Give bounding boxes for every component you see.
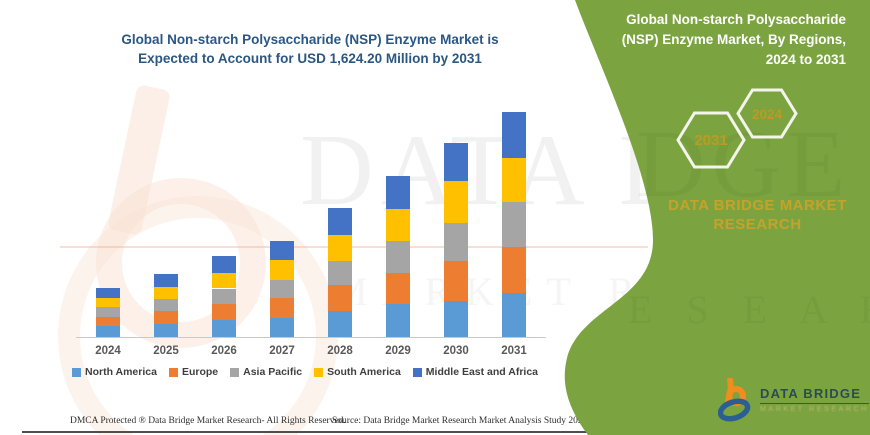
bar-segment-asia-pacific-2030 — [444, 222, 468, 262]
panel-title: Global Non-starch Polysaccharide (NSP) E… — [596, 10, 846, 70]
x-axis-label-2029: 2029 — [385, 345, 411, 357]
legend-item-europe: Europe — [168, 366, 219, 378]
year-hexagons: 2031 2024 — [676, 88, 798, 169]
bar-segment-south-america-2025 — [154, 287, 178, 300]
data-bridge-logo-icon — [718, 378, 751, 422]
bar-segment-asia-pacific-2031 — [502, 201, 526, 247]
bar-segment-middle-east-and-africa-2029 — [386, 176, 410, 209]
legend-label-middle-east-and-africa: Middle East and Africa — [425, 366, 539, 378]
source-note: Source: Data Bridge Market Research Mark… — [332, 416, 588, 426]
bar-segment-middle-east-and-africa-2031 — [502, 112, 526, 158]
bar-segment-asia-pacific-2028 — [328, 260, 352, 286]
panel-title-line2: (NSP) Enzyme Market, By Regions, — [621, 32, 846, 47]
dmca-notice: DMCA Protected ® Data Bridge Market Rese… — [70, 416, 346, 426]
bar-segment-north-america-2030 — [444, 300, 468, 337]
chart-title-line1: Global Non-starch Polysaccharide (NSP) E… — [121, 32, 499, 47]
legend-label-asia-pacific: Asia Pacific — [243, 366, 303, 378]
chart-legend: North America Europe Asia Pacific South Ame… — [58, 366, 552, 378]
legend-item-asia-pacific: Asia Pacific — [230, 366, 302, 378]
bar-segment-asia-pacific-2029 — [386, 240, 410, 273]
bar-segment-asia-pacific-2024 — [96, 307, 120, 317]
hexagon-2024-label: 2024 — [752, 107, 783, 122]
x-axis-label-2030: 2030 — [443, 345, 469, 357]
bar-segment-middle-east-and-africa-2024 — [96, 288, 120, 299]
bar-segment-north-america-2028 — [328, 310, 352, 337]
panel-title-line1: Global Non-starch Polysaccharide — [626, 12, 846, 27]
legend-item-south-america: South America — [314, 366, 401, 378]
bar-segment-south-america-2029 — [386, 208, 410, 241]
logo-text-block: DATA BRIDGE MARKET RESEARCH — [760, 386, 869, 413]
legend-swatch-asia-pacific — [230, 367, 240, 377]
legend-label-europe: Europe — [181, 366, 219, 378]
brand-line2: RESEARCH — [713, 216, 802, 233]
bar-segment-north-america-2024 — [96, 326, 120, 337]
chart-title-line2: Expected to Account for USD 1,624.20 Mil… — [138, 51, 482, 66]
panel-title-line3: 2024 to 2031 — [765, 52, 846, 67]
x-axis-line — [76, 337, 546, 338]
bar-segment-middle-east-and-africa-2028 — [328, 208, 352, 235]
legend-swatch-middle-east-and-africa — [412, 367, 422, 377]
chart-title: Global Non-starch Polysaccharide (NSP) E… — [72, 30, 548, 68]
logo-subtitle: MARKET RESEARCH — [760, 406, 869, 413]
bar-segment-north-america-2026 — [212, 320, 236, 337]
legend-swatch-north-america — [71, 367, 81, 377]
bar-segment-north-america-2027 — [270, 318, 294, 337]
bar-segment-asia-pacific-2025 — [154, 299, 178, 312]
panel-watermark-small: E S E A R — [628, 287, 870, 332]
bar-segment-europe-2027 — [270, 298, 294, 318]
legend-item-middle-east-and-africa: Middle East and Africa — [412, 366, 539, 378]
bar-segment-asia-pacific-2027 — [270, 280, 294, 299]
hexagon-2024 — [736, 88, 798, 139]
x-axis-label-2028: 2028 — [327, 345, 353, 357]
bar-segment-europe-2028 — [328, 285, 352, 311]
legend-item-north-america: North America — [71, 366, 157, 378]
side-panel: DGE E S E A R Global Non-starch Polysacc… — [540, 0, 870, 435]
brand-line1: DATA BRIDGE MARKET — [668, 197, 847, 214]
x-axis-label-2025: 2025 — [153, 345, 179, 357]
bar-segment-south-america-2027 — [270, 260, 294, 281]
legend-swatch-south-america — [314, 367, 324, 377]
hexagon-2031 — [676, 111, 746, 169]
bar-segment-south-america-2028 — [328, 234, 352, 261]
bar-segment-middle-east-and-africa-2026 — [212, 255, 236, 273]
bar-segment-europe-2030 — [444, 261, 468, 301]
bar-segment-north-america-2031 — [502, 293, 526, 337]
legend-label-north-america: North America — [84, 366, 157, 378]
x-axis-label-2031: 2031 — [501, 345, 527, 357]
x-axis-label-2024: 2024 — [95, 345, 121, 357]
bar-segment-south-america-2031 — [502, 157, 526, 202]
bar-segment-middle-east-and-africa-2027 — [270, 240, 294, 261]
x-axis-label-2026: 2026 — [211, 345, 237, 357]
logo-name: DATA BRIDGE — [760, 386, 869, 404]
brand-wordmark: DATA BRIDGE MARKET RESEARCH — [645, 196, 870, 234]
panel-watermark-large: DGE — [636, 110, 852, 217]
legend-label-south-america: South America — [327, 366, 401, 378]
company-logo: DATA BRIDGE MARKET RESEARCH — [718, 378, 869, 426]
bar-segment-middle-east-and-africa-2030 — [444, 143, 468, 181]
bar-segment-north-america-2029 — [386, 304, 410, 337]
bar-segment-north-america-2025 — [154, 323, 178, 337]
legend-swatch-europe — [168, 367, 178, 377]
hexagon-2031-label: 2031 — [694, 132, 727, 149]
bar-segment-south-america-2024 — [96, 298, 120, 308]
bar-segment-south-america-2030 — [444, 180, 468, 223]
bar-segment-middle-east-and-africa-2025 — [154, 273, 178, 288]
bar-segment-europe-2029 — [386, 272, 410, 305]
bar-segment-europe-2026 — [212, 304, 236, 321]
bar-segment-europe-2025 — [154, 311, 178, 324]
bar-segment-europe-2024 — [96, 316, 120, 327]
x-axis-label-2027: 2027 — [269, 345, 295, 357]
bottom-divider-line — [22, 431, 600, 433]
bar-segment-europe-2031 — [502, 246, 526, 294]
bar-segment-south-america-2026 — [212, 272, 236, 289]
bar-segment-asia-pacific-2026 — [212, 288, 236, 305]
